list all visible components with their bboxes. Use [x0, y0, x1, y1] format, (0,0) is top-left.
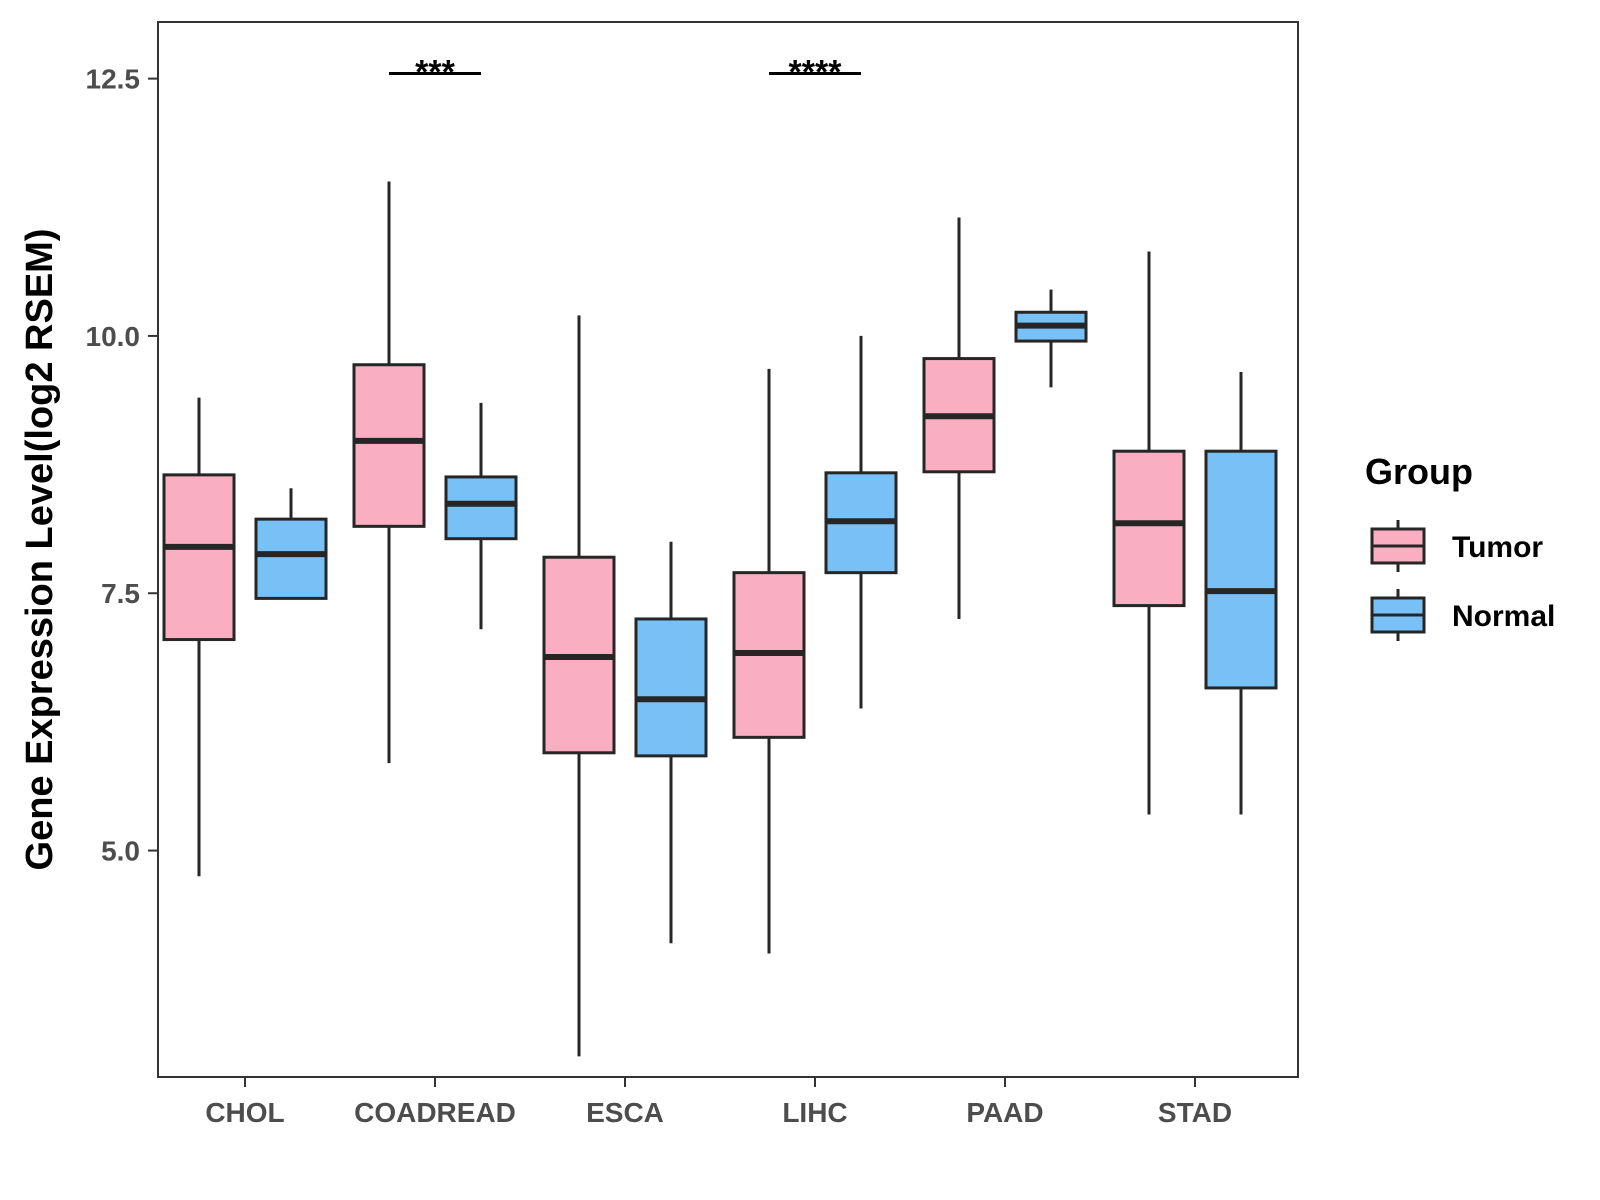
y-tick-label: 12.5 [86, 64, 141, 95]
box-tumor-lihc [732, 368, 806, 954]
legend-label: Tumor [1452, 531, 1543, 564]
box-normal-lihc [824, 335, 898, 709]
box-body [634, 617, 708, 758]
box-normal-esca [634, 541, 708, 944]
significance-coadread: *** [389, 53, 481, 91]
y-tick-label: 10.0 [86, 321, 141, 352]
box-normal-chol [254, 488, 328, 600]
significance-label: **** [789, 53, 843, 91]
box-normal-paad [1014, 289, 1088, 388]
x-tick-label: COADREAD [354, 1097, 516, 1128]
box-normal-stad [1204, 371, 1278, 815]
box-tumor-coadread [352, 181, 426, 764]
plot-panel-border [157, 21, 1299, 1078]
box-tumor-chol [162, 397, 236, 877]
x-tick-label: STAD [1158, 1097, 1232, 1128]
annotations-layer: *** **** [389, 53, 861, 91]
significance-lihc: **** [769, 53, 861, 91]
box-body [254, 517, 328, 600]
axes-layer: 5.0 7.5 10.0 12.5 CHOL COADREAD ESCA LIHC PAAD ST… [86, 64, 1233, 1128]
boxes-layer [162, 181, 1278, 1057]
legend-entry-tumor: Tumor [1370, 520, 1543, 572]
y-axis-title: Gene Expression Level(log2 RSEM) [19, 229, 61, 871]
x-tick-label: PAAD [966, 1097, 1043, 1128]
legend-entries: Tumor Normal [1370, 520, 1555, 641]
x-tick-label: LIHC [782, 1097, 847, 1128]
legend-entry-normal: Normal [1370, 589, 1555, 641]
y-tick-label: 5.0 [101, 836, 140, 867]
box-body [352, 363, 426, 528]
legend-label: Normal [1452, 600, 1555, 633]
box-body [444, 475, 518, 541]
box-tumor-esca [542, 315, 616, 1057]
box-body [162, 473, 236, 642]
box-normal-coadread [444, 402, 518, 630]
box-tumor-paad [922, 217, 996, 619]
box-body [1204, 449, 1278, 690]
box-tumor-stad [1112, 251, 1186, 815]
legend: Group Tumor Normal [1365, 451, 1555, 641]
box-body [1112, 449, 1186, 608]
legend-title: Group [1365, 451, 1473, 492]
y-tick-label: 7.5 [101, 578, 140, 609]
significance-label: *** [415, 53, 455, 91]
x-tick-label: CHOL [205, 1097, 284, 1128]
x-tick-label: ESCA [586, 1097, 664, 1128]
